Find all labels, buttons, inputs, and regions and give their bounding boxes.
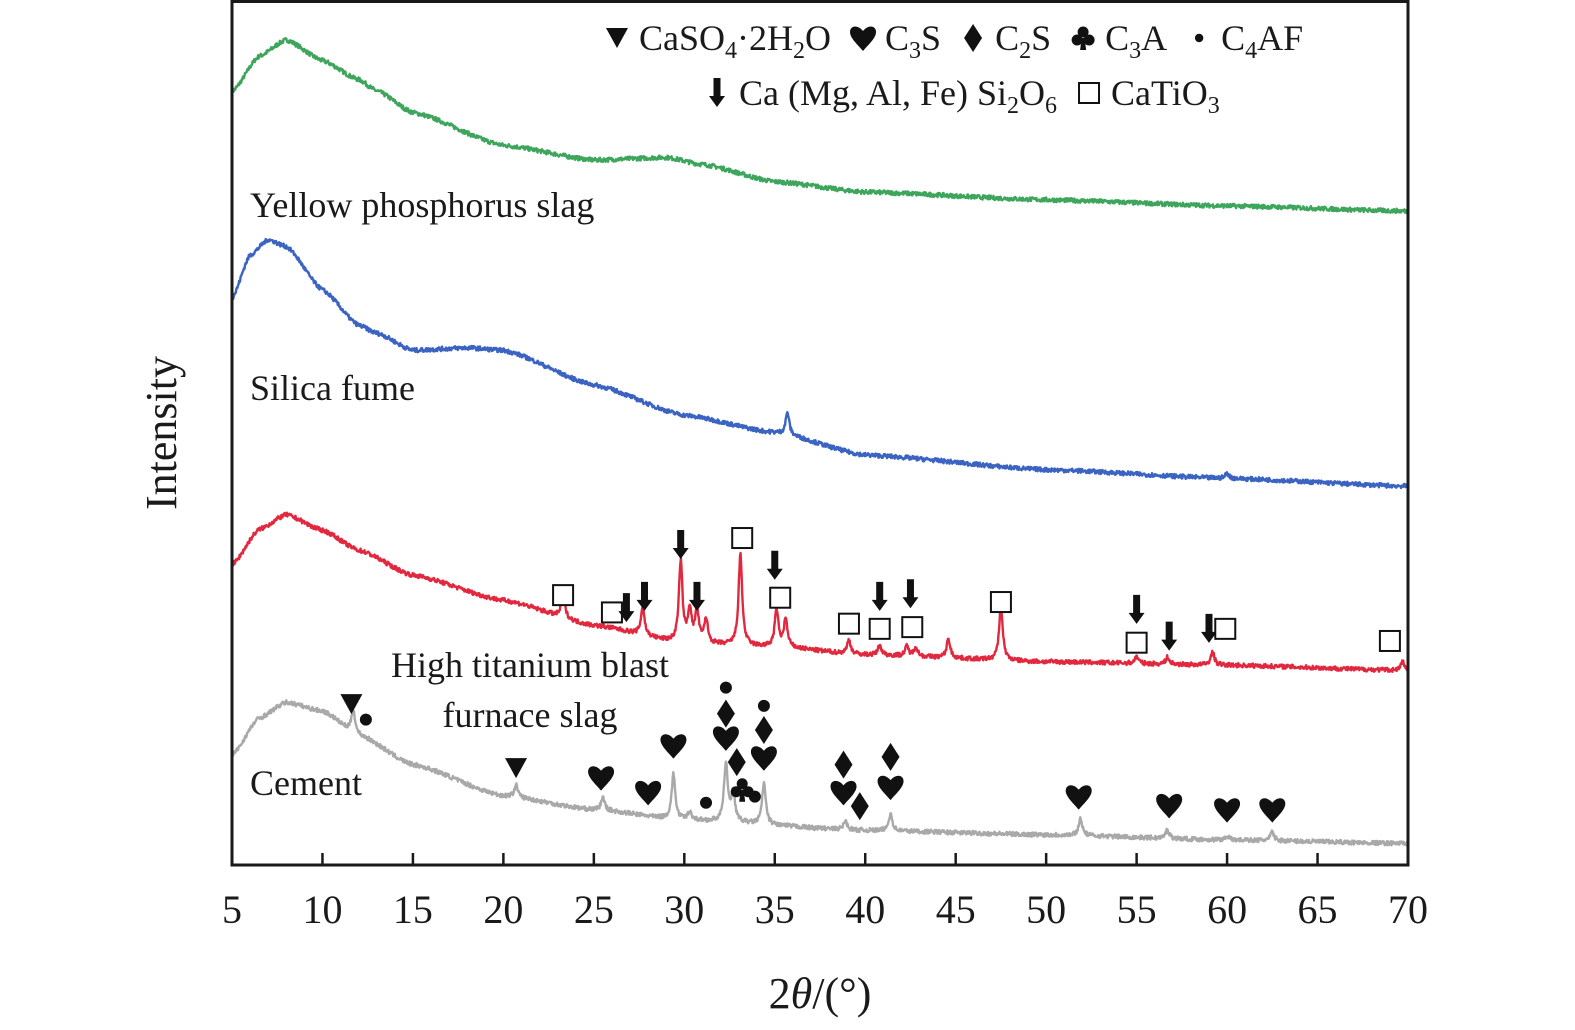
square-marker-icon — [837, 612, 860, 635]
square-marker-icon — [901, 616, 924, 639]
series-layer — [230, 37, 1409, 847]
dot-marker-icon — [700, 796, 713, 809]
square-marker-icon — [731, 527, 754, 550]
arrow-marker-icon — [1200, 613, 1217, 643]
square-marker-icon — [868, 617, 891, 640]
x-tick-label: 15 — [393, 887, 433, 932]
heart-marker-icon — [1065, 785, 1092, 810]
square-marker-icon — [989, 591, 1012, 614]
square-marker-icon — [600, 601, 623, 624]
dot-marker-icon — [719, 681, 732, 694]
series-line-3 — [230, 699, 1409, 847]
heart-marker-icon — [660, 734, 687, 759]
x-tick-label: 5 — [222, 887, 242, 932]
diamond-marker-icon — [727, 748, 746, 777]
arrow-marker-icon — [688, 581, 705, 611]
diamond-marker-icon — [964, 24, 983, 52]
legend-entry: C3A — [1105, 18, 1167, 64]
x-tick-label: 30 — [664, 887, 704, 932]
club-marker-icon — [1071, 26, 1095, 50]
square-marker-icon — [1078, 82, 1101, 104]
heart-marker-icon — [877, 775, 904, 801]
heart-marker-icon — [712, 726, 739, 751]
x-tick-label: 60 — [1207, 887, 1247, 932]
series-label: Cement — [250, 763, 362, 803]
heart-marker-icon — [830, 780, 857, 806]
square-marker-icon — [1214, 617, 1237, 640]
dot-marker-icon — [748, 790, 761, 803]
x-tick-label: 10 — [302, 887, 342, 932]
legend-entry: C2S — [995, 18, 1051, 64]
arrow-marker-icon — [1128, 594, 1145, 624]
x-tick-label: 70 — [1388, 887, 1428, 932]
x-tick-label: 65 — [1298, 887, 1338, 932]
x-tick-label: 35 — [755, 887, 795, 932]
diamond-marker-icon — [850, 792, 869, 821]
series-line-0 — [230, 37, 1409, 215]
legend-entry: Ca (Mg, Al, Fe) Si2O6 — [739, 73, 1057, 119]
legend-entry: CaTiO3 — [1111, 73, 1220, 119]
diamond-marker-icon — [881, 742, 900, 771]
y-axis-label: Intensity — [137, 356, 186, 510]
heart-marker-icon — [750, 746, 777, 771]
diamond-marker-icon — [716, 699, 735, 728]
square-marker-icon — [1125, 631, 1148, 654]
square-marker-icon — [1378, 629, 1401, 652]
x-tick-label: 55 — [1117, 887, 1157, 932]
arrow-marker-icon — [1161, 621, 1178, 651]
series-line-1 — [231, 237, 1409, 490]
x-tick-label: 25 — [574, 887, 614, 932]
legend: CaSO4·2H2O C3S C2S C3A C4AF Ca (Mg, Al, Fe) S… — [606, 18, 1303, 119]
diamond-marker-icon — [834, 750, 853, 779]
plot-frame — [230, 0, 1410, 867]
x-tick-label: 40 — [845, 887, 885, 932]
heart-marker-icon — [635, 780, 662, 806]
dot-marker-icon — [757, 699, 770, 712]
triangle-marker-icon — [505, 758, 528, 779]
legend-entry: CaSO4·2H2O — [639, 18, 831, 64]
legend-entry: C4AF — [1221, 18, 1303, 64]
series-line-2 — [231, 511, 1409, 673]
x-tick-label: 50 — [1026, 887, 1066, 932]
series-label: Yellow phosphorus slag — [250, 185, 594, 225]
triangle-marker-icon — [606, 28, 628, 48]
series-label: High titanium blast — [391, 645, 669, 685]
x-tick-label: 45 — [936, 887, 976, 932]
square-marker-icon — [769, 586, 792, 609]
arrow-marker-icon — [709, 78, 725, 107]
series-label: furnace slag — [443, 695, 618, 735]
arrow-marker-icon — [871, 581, 888, 611]
arrow-marker-icon — [672, 529, 689, 559]
square-marker-icon — [552, 584, 575, 607]
arrow-marker-icon — [618, 593, 635, 623]
diamond-marker-icon — [754, 716, 773, 745]
arrow-marker-icon — [766, 550, 783, 580]
arrow-marker-icon — [902, 579, 919, 609]
series-labels: Yellow phosphorus slag Silica fume High ti… — [250, 185, 669, 803]
arrow-marker-icon — [636, 581, 653, 611]
phase-markers — [340, 527, 1401, 823]
heart-marker-icon — [588, 766, 615, 791]
heart-marker-icon — [1156, 793, 1183, 819]
x-axis-ticks: 5 10 15 20 25 30 35 40 45 50 55 60 65 70 — [222, 853, 1428, 932]
heart-marker-icon — [1214, 798, 1241, 823]
dot-marker-icon — [359, 713, 372, 726]
triangle-marker-icon — [340, 694, 363, 715]
x-tick-label: 20 — [483, 887, 523, 932]
series-label: Silica fume — [250, 368, 415, 408]
heart-marker-icon — [1259, 798, 1286, 823]
dot-marker-icon — [1194, 33, 1204, 43]
x-axis-label: 2θ/(°) — [769, 969, 872, 1018]
legend-entry: C3S — [885, 18, 941, 64]
heart-marker-icon — [850, 26, 877, 51]
